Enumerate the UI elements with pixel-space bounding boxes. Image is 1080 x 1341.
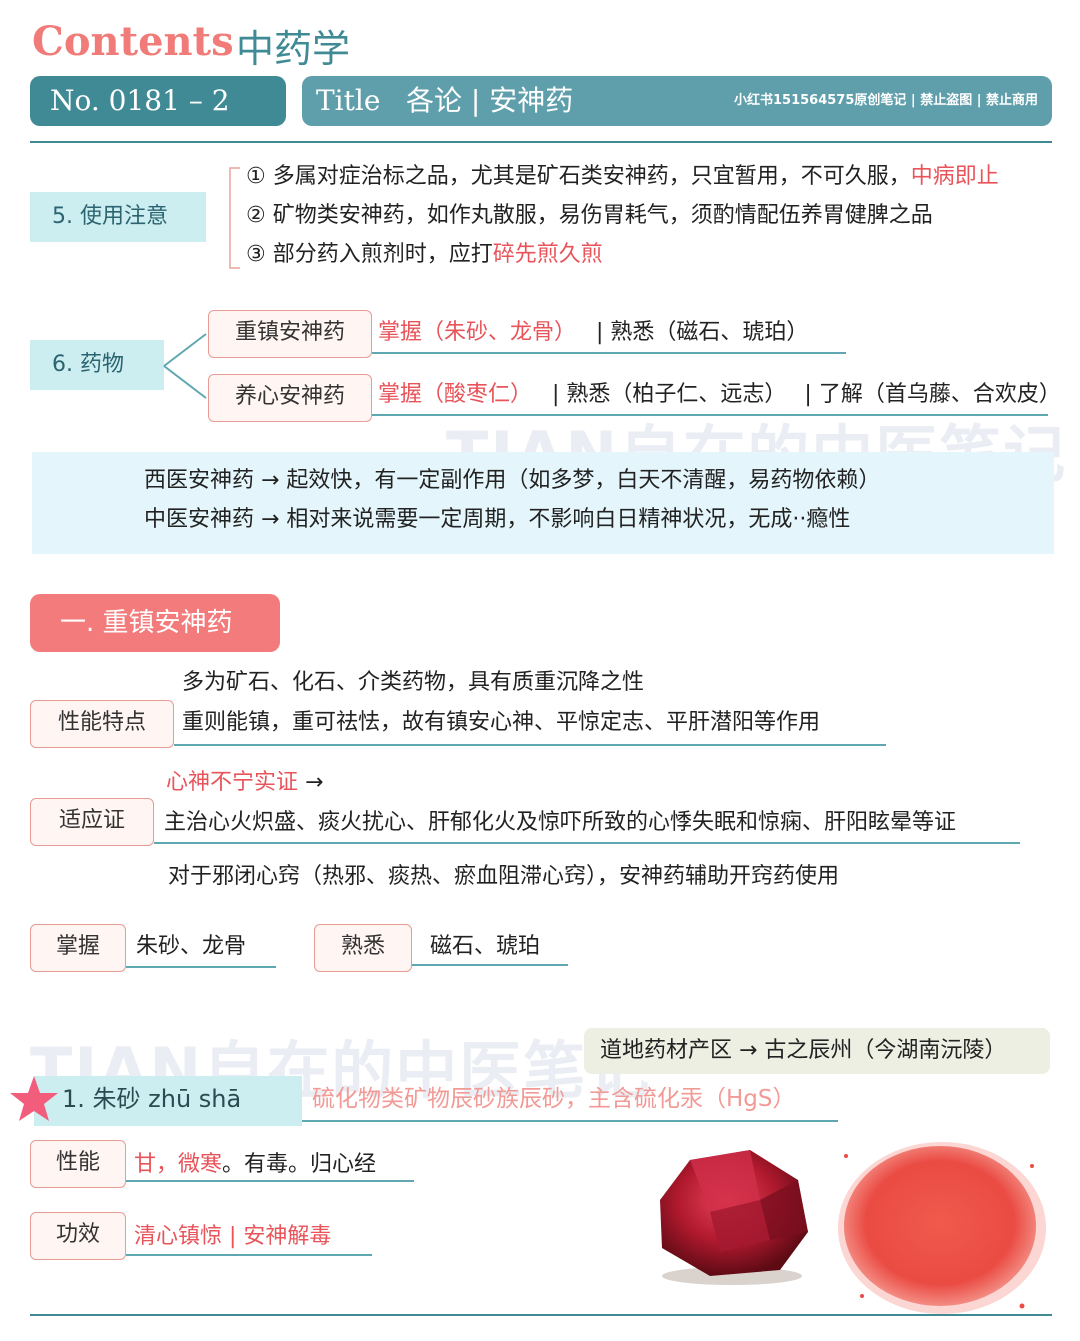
- nature-underline: [126, 1180, 414, 1182]
- comparison-note: [32, 452, 1054, 554]
- master-label: 掌握: [30, 924, 126, 972]
- effect-label: 功效: [30, 1212, 126, 1260]
- drug-group-yangxin-underline: [372, 414, 1048, 416]
- section-heading-zhenjing: 一. 重镇安神药: [30, 594, 280, 652]
- drug-group-zhenjing: 重镇安神药: [208, 310, 372, 358]
- indication-label: 适应证: [30, 798, 154, 846]
- note-line-western: 西医安神药 → 起效快，有一定副作用（如多梦，白天不清醒，易药物依赖）: [144, 468, 881, 493]
- drug-group-zhenjing-detail: 掌握（朱砂、龙骨） | 熟悉（磁石、琥珀）: [378, 320, 809, 345]
- drugs-branch-lines: [163, 333, 207, 399]
- header-divider: [30, 141, 1052, 143]
- usage-label: 5. 使用注意: [30, 192, 206, 242]
- herb-source: 硫化物类矿物辰砂族辰砂，主含硫化汞（HgS）: [312, 1086, 796, 1112]
- drug-group-zhenjing-underline: [372, 352, 846, 354]
- origin-box: 道地药材产区 → 古之辰州（今湖南沅陵）: [584, 1028, 1050, 1074]
- cinnabar-powder-image: [838, 1142, 1046, 1314]
- footer-divider: [30, 1314, 1052, 1316]
- indication-line-2: 对于邪闭心窍（热邪、痰热、瘀血阻滞心窍），安神药辅助开窍药使用: [168, 864, 840, 889]
- drug-group-yangxin: 养心安神药: [208, 374, 372, 422]
- title-text: 各论 | 安神药: [406, 84, 574, 117]
- usage-item-3: ③ 部分药入煎剂时，应打碎先煎久煎: [246, 242, 603, 267]
- master-underline: [126, 966, 276, 968]
- herb-source-underline: [302, 1120, 838, 1122]
- usage-bracket: [229, 167, 240, 269]
- properties-underline: [174, 744, 886, 746]
- properties-line-2: 重则能镇，重可祛怯，故有镇安心神、平惊定志、平肝潜阳等作用: [182, 710, 821, 735]
- note-line-chinese: 中医安神药 → 相对来说需要一定周期，不影响白日精神状况，无成··瘾性: [144, 507, 851, 532]
- copyright-note: 小红书151564575原创笔记 | 禁止盗图 | 禁止商用: [733, 93, 1038, 108]
- indication-line-1: 主治心火炽盛、痰火扰心、肝郁化火及惊吓所致的心悸失眠和惊痫、肝阳眩晕等证: [164, 810, 957, 835]
- nature-label: 性能: [30, 1140, 126, 1188]
- familiar-label: 熟悉: [314, 924, 412, 972]
- properties-label: 性能特点: [30, 700, 174, 748]
- familiar-underline: [412, 964, 568, 966]
- familiar-value: 磁石、琥珀: [430, 934, 541, 959]
- properties-line-1: 多为矿石、化石、介类药物，具有质重沉降之性: [182, 670, 645, 695]
- cinnabar-crystal-image: [660, 1150, 808, 1285]
- contents-heading: Contents: [32, 18, 234, 65]
- effect-value: 清心镇惊 | 安神解毒: [134, 1224, 332, 1249]
- drugs-label: 6. 药物: [30, 340, 164, 390]
- title-bar: Title 各论 | 安神药 小红书151564575原创笔记 | 禁止盗图 |…: [302, 76, 1052, 126]
- star-icon: [10, 1076, 58, 1121]
- subject-heading: 中药学: [236, 27, 351, 71]
- effect-underline: [126, 1254, 372, 1256]
- master-value: 朱砂、龙骨: [136, 934, 247, 959]
- nature-value: 甘，微寒。有毒。归心经: [134, 1152, 377, 1177]
- title-label: Title: [316, 84, 381, 117]
- usage-item-1: ① 多属对症治标之品，尤其是矿石类安神药，只宜暂用，不可久服，中病即止: [246, 164, 999, 189]
- usage-item-2: ② 矿物类安神药，如作丸散服，易伤胃耗气，须酌情配伍养胃健脾之品: [246, 203, 933, 228]
- indication-underline: [154, 842, 1020, 844]
- drug-group-yangxin-detail: 掌握（酸枣仁） | 熟悉（柏子仁、远志） | 了解（首乌藤、合欢皮）: [378, 382, 1061, 407]
- indication-highlight: 心神不宁实证 →: [166, 770, 324, 795]
- herb-title-zhusha: 1. 朱砂 zhū shā: [34, 1076, 302, 1126]
- note-number-bar: No. 0181 – 2: [30, 76, 286, 126]
